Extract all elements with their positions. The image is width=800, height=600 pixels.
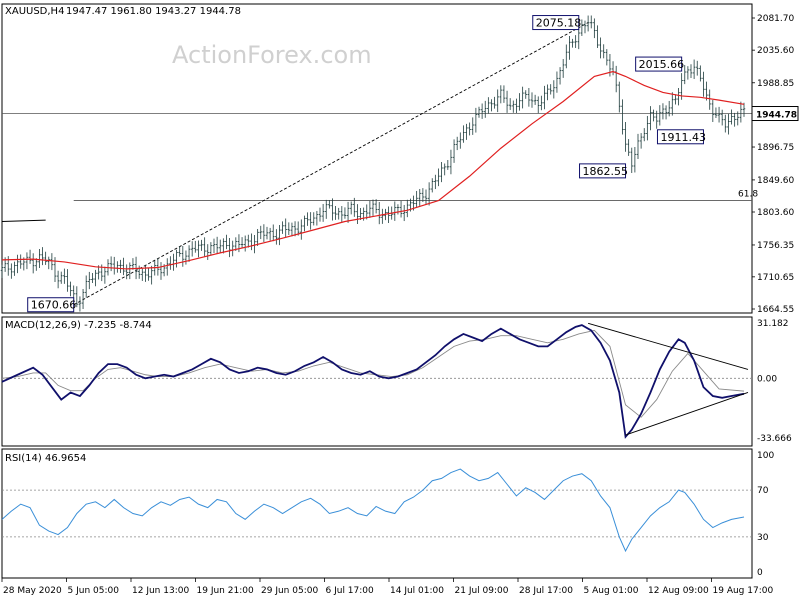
symbol-label: XAUUSD,H4 [5,6,64,17]
price-callout-box [27,297,75,313]
price-callout-box [635,56,683,72]
rsi-y-tick-label: 70 [757,486,769,496]
rsi-line [1,468,745,553]
price-callout-label: 1862.55 [583,165,629,178]
fib-label: 61.8 [738,190,758,200]
price-y-tick-label: 1988.85 [757,79,794,89]
price-y-tick-label: 2081.70 [757,14,794,24]
macd-trendline-1 [625,392,749,436]
price-segment-line [1,219,46,222]
rsi-title: RSI(14) 46.9654 [5,453,86,464]
price-callout-box [656,129,704,145]
macd-trendline-0 [587,322,749,370]
macd-title: MACD(12,26,9) -7.235 -8.744 [5,320,152,331]
price-callout-box [532,15,580,31]
x-tick-label: 21 Jul 09:00 [455,586,509,596]
last-price-label: 1944.78 [756,111,797,121]
x-tick-label: 19 Aug 17:00 [713,586,774,596]
x-tick-label: 19 Jun 21:00 [197,586,254,596]
x-tick-label: 28 Jul 17:00 [519,586,573,596]
price-y-tick-label: 1756.35 [757,241,794,251]
ohlc-label: 1947.47 1961.80 1943.27 1944.78 [66,6,241,17]
macd-signal-line [1,329,745,418]
x-tick-label: 5 Jun 05:00 [68,586,120,596]
price-callout-box [579,163,627,179]
macd-y-tick-label: -33.666 [757,434,792,444]
macd-y-tick-label: 0.00 [757,374,777,384]
price-y-tick-label: 1803.60 [757,208,794,218]
price-y-tick-label: 1664.55 [757,305,794,315]
price-y-tick-label: 1710.65 [757,273,794,283]
macd-pane-layer [1,322,752,439]
price-callout-label: 2075.18 [536,17,582,30]
price-callout-label: 2015.66 [639,58,685,71]
price-pane-layer: 2075.18 2015.66 1911.43 1862.55 1670.66 61.8 [0,15,758,313]
price-y-tick-label: 2035.60 [757,46,794,56]
last-price-box [751,106,799,122]
moving-average-line [1,70,745,270]
price-pane-border [1,3,753,314]
x-tick-label: 29 Jun 05:00 [261,586,318,596]
axis-layer: 2081.702035.601988.851942.701896.751849.… [1,14,799,596]
rsi-y-tick-label: 100 [757,451,774,461]
rsi-y-tick-label: 30 [757,533,769,543]
watermark-text: ActionForex.com [172,41,372,69]
x-tick-label: 12 Aug 09:00 [648,586,709,596]
price-callout-label: 1670.66 [31,299,77,312]
price-y-tick-label: 1896.75 [757,143,794,153]
x-tick-label: 5 Aug 01:00 [584,586,639,596]
price-y-tick-label: 1849.60 [757,176,794,186]
macd-line [1,324,745,439]
x-tick-label: 28 May 2020 [3,586,62,596]
x-tick-label: 12 Jun 13:00 [132,586,189,596]
rsi-pane-layer [1,468,752,553]
price-trendline-2 [73,22,589,306]
x-tick-label: 14 Jul 01:00 [390,586,444,596]
rsi-y-tick-label: 0 [757,568,763,578]
macd-y-tick-label: 31.182 [757,319,789,329]
rsi-pane-border [1,448,753,579]
price-callout-label: 1911.43 [660,131,706,144]
x-tick-label: 6 Jul 17:00 [326,586,375,596]
